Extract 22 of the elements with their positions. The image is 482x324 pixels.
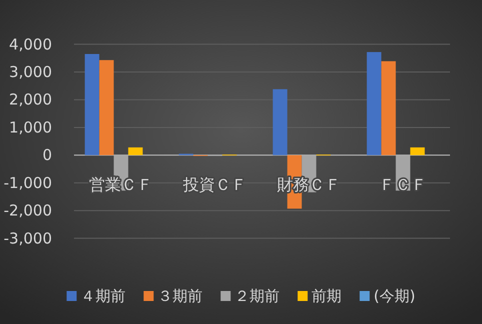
legend-label: 前期 bbox=[312, 287, 342, 305]
x-tick-label: 投資ＣＦ bbox=[182, 175, 247, 194]
y-tick-label: 1,000 bbox=[9, 118, 52, 136]
y-tick-label: 4,000 bbox=[9, 35, 52, 54]
bar bbox=[272, 89, 288, 156]
legend-label: ４期前 bbox=[80, 287, 126, 305]
y-tick-label: -3,000 bbox=[4, 229, 52, 248]
bar bbox=[366, 52, 382, 156]
x-tick-label: ＦＣＦ bbox=[379, 175, 427, 194]
legend-label: ２期前 bbox=[234, 287, 280, 305]
bar bbox=[381, 61, 396, 156]
bar bbox=[128, 147, 143, 156]
y-tick-label: -1,000 bbox=[4, 174, 52, 192]
y-tick-label: 2,000 bbox=[9, 90, 52, 109]
y-tick-label: 0 bbox=[42, 146, 52, 164]
legend-label: ３期前 bbox=[158, 287, 203, 305]
bar bbox=[410, 147, 425, 156]
bar bbox=[99, 60, 114, 156]
bar bbox=[84, 54, 100, 156]
y-tick-label: 3,000 bbox=[9, 63, 52, 82]
legend-label: (今期) bbox=[374, 287, 416, 305]
y-tick-label: -2,000 bbox=[4, 202, 52, 220]
